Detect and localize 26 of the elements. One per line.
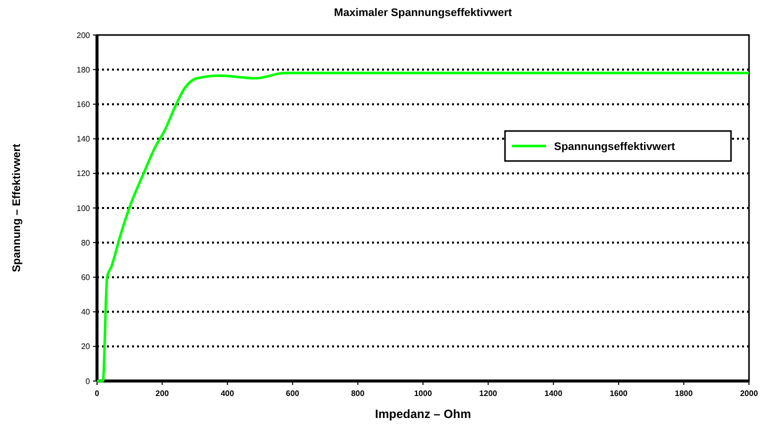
y-tick-label: 140 xyxy=(76,134,91,144)
y-tick-label: 60 xyxy=(81,273,91,282)
chart-title: Maximaler Spannungseffektivwert xyxy=(334,7,512,19)
x-tick-label: 2000 xyxy=(740,389,758,398)
x-tick-label: 200 xyxy=(156,389,170,398)
y-tick-label: 180 xyxy=(76,65,91,74)
y-axis-title: Spannung – Effektivwert xyxy=(11,143,23,272)
y-tick-label: 40 xyxy=(81,308,91,317)
y-tick-label: 160 xyxy=(76,100,91,109)
y-tick-label: 100 xyxy=(76,204,91,213)
x-tick-label: 1400 xyxy=(544,389,563,398)
x-tick-label: 400 xyxy=(220,389,235,398)
x-tick-label: 1000 xyxy=(414,389,432,398)
x-tick-label: 600 xyxy=(286,389,300,398)
x-tick-label: 1600 xyxy=(610,389,628,398)
x-tick-label: 1800 xyxy=(674,389,694,398)
x-axis-title: Impedanz – Ohm xyxy=(374,407,472,421)
y-tick-label: 200 xyxy=(76,30,91,40)
x-tick-label: 800 xyxy=(351,389,366,398)
y-tick-label: 0 xyxy=(86,376,91,386)
y-tick-label: 120 xyxy=(76,169,91,178)
legend-label: Spannungseffektivwert xyxy=(554,140,676,153)
x-tick-label: 1200 xyxy=(479,389,498,398)
x-tick-label: 0 xyxy=(94,389,100,398)
y-tick-label: 80 xyxy=(81,238,91,248)
y-tick-label: 20 xyxy=(81,342,91,352)
